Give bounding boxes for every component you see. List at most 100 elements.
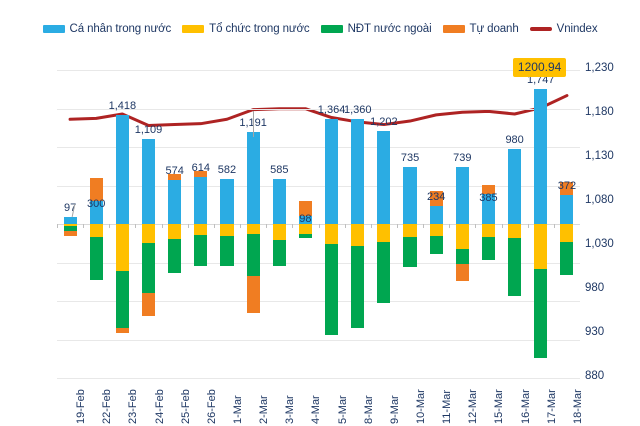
- bar-segment: [89, 177, 103, 201]
- legend-item-4[interactable]: Vnindex: [529, 23, 598, 35]
- bar-value-label: 574: [165, 164, 184, 177]
- y-axis-right-tick: 1,030: [585, 238, 614, 250]
- bar-group[interactable]: [403, 70, 417, 378]
- bar-value-label: 385: [479, 192, 498, 205]
- bar-segment: [141, 138, 156, 224]
- bar-segment: [455, 263, 469, 282]
- legend-label: NĐT nước ngoài: [347, 23, 432, 35]
- bar-segment: [351, 246, 365, 328]
- bar-segment: [325, 244, 339, 335]
- bar-segment: [481, 185, 495, 195]
- bar-group[interactable]: [455, 70, 469, 378]
- bar-group[interactable]: [63, 70, 77, 378]
- gridline: [57, 147, 580, 148]
- bar-segment: [63, 230, 77, 236]
- x-axis-tick-label: 8-Mar: [362, 395, 375, 424]
- legend-swatch-line-red: [529, 27, 552, 31]
- legend-item-3[interactable]: Tự doanh: [442, 23, 519, 35]
- y-axis-right-tick: 880: [585, 370, 605, 382]
- bar-group[interactable]: [246, 70, 260, 378]
- bar-segment: [246, 233, 260, 276]
- legend-swatch-green: [320, 25, 343, 33]
- bar-group[interactable]: [168, 70, 182, 378]
- gridline: [57, 185, 580, 187]
- chart-legend: Cá nhân trong nước Tổ chức trong nước NĐT …: [0, 18, 640, 40]
- bar-group[interactable]: [115, 70, 129, 378]
- x-axis-tick-label: 11-Mar: [441, 389, 454, 424]
- bar-segment: [351, 119, 365, 224]
- legend-label: Vnindex: [556, 23, 598, 35]
- bar-segment: [115, 114, 129, 224]
- last-value-callout: 1200.94: [512, 57, 567, 77]
- legend-item-2[interactable]: NĐT nước ngoài: [320, 23, 432, 35]
- bar-group[interactable]: [141, 70, 156, 378]
- bar-segment: [168, 224, 182, 240]
- bar-segment: [141, 292, 156, 316]
- bar-group[interactable]: [272, 70, 286, 378]
- bar-segment: [246, 132, 260, 224]
- bar-group[interactable]: [194, 70, 208, 378]
- x-axis-tick-label: 16-Mar: [519, 389, 532, 424]
- bar-group[interactable]: [351, 70, 365, 378]
- bar-segment: [298, 234, 312, 239]
- bar-segment: [560, 182, 574, 196]
- bar-segment: [246, 224, 260, 234]
- y-axis-right-tick: 930: [585, 326, 605, 338]
- x-axis-tick-label: 18-Mar: [571, 389, 584, 424]
- bar-group[interactable]: [534, 70, 548, 378]
- bar-segment: [508, 238, 522, 297]
- bar-segment: [298, 216, 312, 224]
- gridline: [57, 70, 580, 71]
- x-axis-tick-label: 26-Feb: [205, 389, 218, 424]
- bar-segment: [220, 236, 234, 266]
- bar-group[interactable]: [508, 70, 522, 378]
- bar-group[interactable]: [429, 70, 443, 378]
- bar-value-label: 739: [453, 152, 472, 165]
- bar-group[interactable]: [325, 70, 339, 378]
- bar-group[interactable]: [298, 70, 312, 378]
- bar-group[interactable]: [89, 70, 103, 378]
- x-tick-mark: [240, 224, 242, 228]
- vnindex-polyline: [68, 94, 569, 127]
- legend-swatch-blue: [42, 25, 65, 33]
- x-axis-tick-label: 19-Feb: [75, 389, 88, 424]
- bar-segment: [429, 205, 443, 224]
- gridline: [57, 262, 580, 264]
- x-tick-mark: [57, 224, 58, 228]
- legend-label: Tự doanh: [469, 23, 519, 35]
- bar-value-label: 735: [400, 152, 420, 165]
- x-tick-mark: [396, 224, 398, 228]
- y-axis-right-tick: 1,130: [585, 150, 614, 162]
- bar-segment: [298, 224, 312, 234]
- bar-segment: [115, 270, 129, 328]
- x-tick-mark: [423, 224, 425, 228]
- bar-segment: [429, 235, 443, 255]
- x-tick-mark: [213, 224, 215, 228]
- bar-segment: [63, 216, 77, 224]
- vnindex-line-series: [68, 94, 569, 127]
- bar-group[interactable]: [560, 70, 574, 378]
- bar-value-label: 1,364: [317, 103, 346, 116]
- bar-segment: [534, 269, 548, 359]
- bar-value-label: 1,202: [370, 116, 398, 129]
- bar-segment: [508, 224, 522, 239]
- bar-value-label: 614: [191, 161, 210, 174]
- legend-item-1[interactable]: Tổ chức trong nước: [182, 23, 310, 35]
- bar-segment: [272, 178, 286, 224]
- bar-group[interactable]: [220, 70, 234, 378]
- bar-segment: [63, 225, 77, 231]
- bar-value-label: 300: [87, 197, 106, 210]
- x-tick-mark: [553, 224, 555, 228]
- legend-item-0[interactable]: Cá nhân trong nước: [42, 23, 171, 35]
- x-axis-tick-label: 17-Mar: [545, 389, 558, 424]
- x-axis-tick-label: 23-Feb: [127, 389, 140, 424]
- bar-segment: [168, 179, 182, 224]
- x-tick-mark: [135, 224, 137, 228]
- legend-swatch-orange: [442, 25, 465, 33]
- bar-group[interactable]: [481, 70, 495, 378]
- x-axis-tick-label: 24-Feb: [153, 389, 166, 424]
- y-axis-right-tick: 980: [585, 282, 605, 294]
- x-tick-mark: [266, 224, 268, 228]
- bar-segment: [89, 224, 103, 238]
- bar-group[interactable]: [377, 70, 391, 378]
